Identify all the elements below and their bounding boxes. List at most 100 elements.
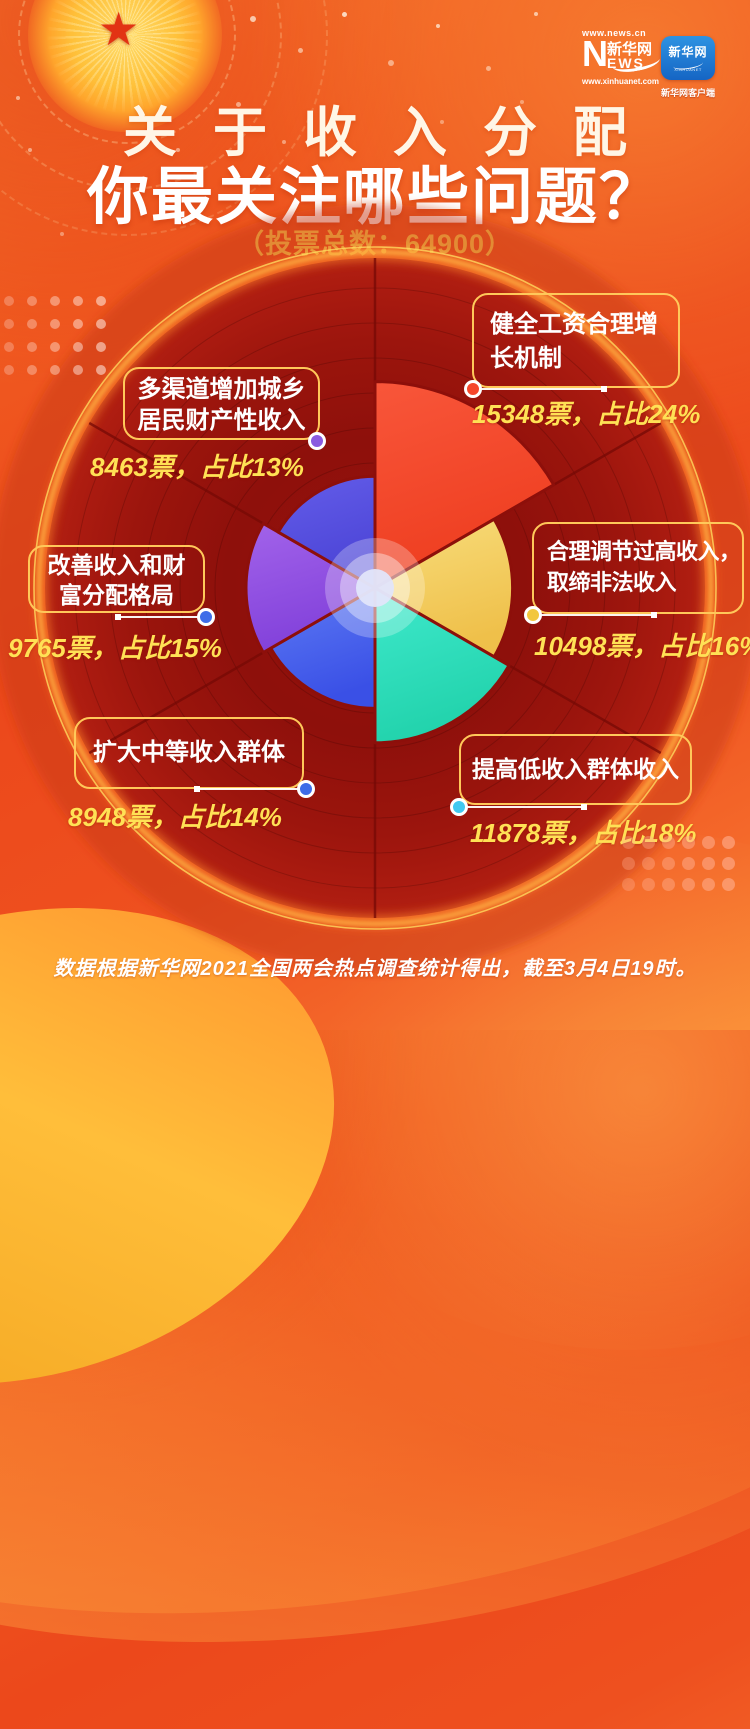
rose-slice-3	[269, 586, 377, 710]
callout-text: 多渠道增加城乡	[137, 376, 306, 403]
logo-letter-n: N	[582, 33, 608, 74]
deco-dot	[73, 296, 83, 306]
votes-label: 15348票，占比24%	[472, 399, 701, 429]
rose-slice-4	[244, 522, 377, 654]
callout-text: 改善收入和财	[47, 552, 186, 578]
deco-dot	[73, 319, 83, 329]
connector-nub	[115, 614, 121, 620]
rose-slices	[244, 380, 556, 745]
deco-dot	[702, 857, 715, 870]
callout-connector	[481, 388, 605, 390]
deco-dot	[4, 342, 14, 352]
callout-dot-blue	[297, 780, 315, 798]
callout-text: 居民财产性收入	[137, 407, 306, 435]
star-icon: ★	[98, 3, 140, 55]
disc-glow-orange	[37, 250, 713, 926]
deco-dot	[682, 836, 695, 849]
xinhuanet-logo: www.news.cn N 新华网 EWS www.xinhuanet.com	[582, 28, 662, 88]
logo-letters-ews: EWS	[607, 55, 645, 71]
rose-chart-svg	[0, 204, 750, 972]
votes-label: 8463票，占比13%	[90, 452, 304, 482]
callout-dot-red	[464, 380, 482, 398]
deco-dot	[96, 365, 106, 375]
deco-dot	[16, 96, 20, 100]
votes-label: 11878票，占比18%	[470, 818, 697, 848]
deco-dot	[27, 365, 37, 375]
callout-dot-blue	[197, 608, 215, 626]
deco-dot	[440, 120, 444, 124]
votes-label: 9765票，占比15%	[8, 633, 222, 663]
connector-nub	[581, 804, 587, 810]
rose-slice-5	[276, 474, 377, 590]
callout-text: 提高低收入群体收入	[472, 756, 679, 782]
deco-dot	[96, 296, 106, 306]
deco-dot	[50, 342, 60, 352]
callout-connector	[197, 788, 301, 790]
callout-dot-yellow	[524, 606, 542, 624]
app-icon-subtitle: XINHUANET	[674, 67, 702, 72]
disc-glow-amber	[37, 250, 713, 926]
callout-text: 合理调节过高收入，	[547, 539, 741, 564]
deco-dot	[662, 857, 675, 870]
logo-wordmark: N 新华网 EWS	[582, 33, 662, 76]
app-icon: 新华网 XINHUANET	[661, 36, 715, 80]
deco-dot	[73, 365, 83, 375]
connector-nub	[194, 786, 200, 792]
deco-dot	[50, 319, 60, 329]
deco-dot	[682, 857, 695, 870]
deco-dot	[96, 196, 101, 201]
deco-dot	[50, 296, 60, 306]
disc-glow-yellow-ring	[33, 246, 717, 930]
app-caption: 新华网客户端	[660, 88, 715, 98]
page-title-line1: 关于收入分配	[123, 103, 663, 163]
deco-dot	[436, 24, 440, 28]
deco-dot	[4, 319, 14, 329]
callout-text: 健全工资合理增	[490, 311, 658, 338]
deco-dot	[4, 365, 14, 375]
rose-slice-2	[373, 586, 511, 745]
rose-slice-0	[373, 380, 556, 590]
deco-dot	[662, 878, 675, 891]
callout-box-high-income: 合理调节过高收入， 取缔非法收入	[532, 522, 744, 614]
deco-dot	[342, 12, 347, 17]
deco-dot	[534, 12, 538, 16]
disc-outer-shadow-ring	[0, 204, 750, 972]
app-icon-title: 新华网	[668, 45, 708, 59]
callout-box-low-income: 提高低收入群体收入	[459, 734, 692, 805]
callout-connector	[467, 806, 585, 808]
deco-dot	[28, 148, 32, 152]
deco-dot	[642, 857, 655, 870]
deco-dot	[682, 878, 695, 891]
connector-nub	[601, 386, 607, 392]
deco-dot	[622, 836, 635, 849]
footer-note: 数据根据新华网2021全国两会热点调查统计得出，截至3月4日19时。	[53, 958, 697, 980]
callout-connector	[541, 614, 655, 616]
callout-text: 扩大中等收入群体	[93, 739, 285, 766]
deco-dot	[642, 878, 655, 891]
callout-box-wage-growth: 健全工资合理增 长机制	[472, 293, 680, 388]
deco-dot	[662, 836, 675, 849]
deco-dot	[176, 148, 180, 152]
rose-slice-1	[373, 517, 515, 659]
deco-dot	[702, 836, 715, 849]
deco-dot	[250, 16, 256, 22]
deco-dot	[96, 319, 106, 329]
callout-dot-purple	[308, 432, 326, 450]
deco-dot	[622, 878, 635, 891]
connector-nub	[651, 612, 657, 618]
callout-connector	[118, 616, 200, 618]
deco-dot	[298, 48, 303, 53]
deco-dot	[4, 296, 14, 306]
callout-dot-cyan	[450, 798, 468, 816]
deco-dot	[702, 878, 715, 891]
callout-box-distribution-pattern: 改善收入和财 富分配格局	[28, 545, 205, 613]
callout-text: 富分配格局	[59, 582, 174, 609]
deco-dot	[388, 60, 394, 66]
deco-dot	[622, 857, 635, 870]
deco-dot	[27, 296, 37, 306]
callout-box-property-income: 多渠道增加城乡 居民财产性收入	[123, 367, 320, 440]
hub-center	[356, 569, 394, 607]
deco-dot	[642, 836, 655, 849]
deco-dot	[486, 66, 491, 71]
deco-dot	[520, 100, 524, 104]
